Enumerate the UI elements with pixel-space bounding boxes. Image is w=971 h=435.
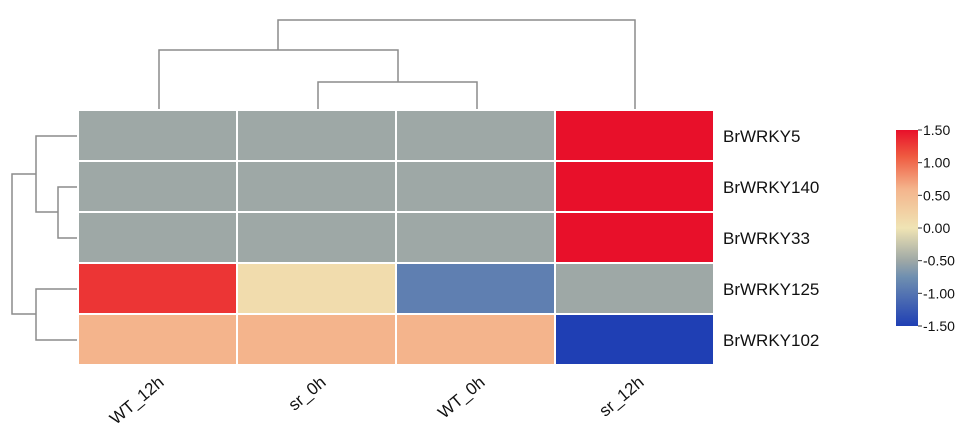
heatmap-cell-brwrky140-sr-12h: [554, 160, 715, 213]
heatmap-cell-brwrky33-sr-12h: [554, 211, 715, 264]
row-dendro-link-140-33: [57, 186, 78, 239]
color-scale-tick-label: 0.00: [923, 220, 950, 236]
heatmap-cell-brwrky102-wt-0h: [395, 313, 556, 366]
heatmap-cell-brwrky33-wt-12h: [77, 211, 238, 264]
heatmap-cell-brwrky140-sr-0h: [236, 160, 397, 213]
row-dendro-link-125-102: [35, 288, 78, 341]
col-label-wt-0h: WT_0h: [434, 373, 488, 423]
color-scale-tick-label: 1.50: [923, 122, 950, 138]
heatmap-cell-brwrky140-wt-12h: [77, 160, 238, 213]
heatmap-cell-brwrky5-sr-12h: [554, 109, 715, 162]
color-scale-tick-label: -1.00: [923, 285, 955, 301]
row-dendro-link-root: [11, 173, 36, 315]
heatmap-cell-brwrky33-sr-0h: [236, 211, 397, 264]
row-label-brwrky5: BrWRKY5: [723, 127, 800, 146]
heatmap-cell-brwrky5-wt-12h: [77, 109, 238, 162]
row-label-brwrky125: BrWRKY125: [723, 280, 819, 299]
row-label-brwrky102: BrWRKY102: [723, 331, 819, 350]
heatmap-cell-brwrky125-wt-12h: [77, 262, 238, 315]
color-scale-tick-label: -0.50: [923, 253, 955, 269]
column-dendrogram: [158, 19, 636, 110]
heatmap-cell-brwrky5-wt-0h: [395, 109, 556, 162]
heatmap-cell-brwrky5-sr-0h: [236, 109, 397, 162]
color-scale-tick-label: 1.00: [923, 155, 950, 171]
color-scale-tick-label: -1.50: [923, 318, 955, 334]
row-dendrogram: [11, 135, 78, 341]
heatmap-cell-brwrky125-wt-0h: [395, 262, 556, 315]
color-scale-ticks: 1.50 1.00 0.50 0.00 -0.50 -1.00 -1.50: [918, 122, 955, 334]
color-scale-legend: 1.50 1.00 0.50 0.00 -0.50 -1.00 -1.50: [896, 122, 955, 334]
color-scale-tick-label: 0.50: [923, 187, 950, 203]
row-label-brwrky140: BrWRKY140: [723, 178, 819, 197]
color-scale-bar: [896, 130, 918, 326]
row-labels: BrWRKY5 BrWRKY140 BrWRKY33 BrWRKY125 BrW…: [723, 127, 819, 350]
column-labels: WT_12h sr_0h WT_0h sr_12h: [106, 373, 647, 429]
heatmap-cell-brwrky125-sr-12h: [554, 262, 715, 315]
row-dendro-link-5-group: [35, 135, 78, 213]
col-label-sr-0h: sr_0h: [285, 373, 330, 415]
heatmap-cell-brwrky125-sr-0h: [236, 262, 397, 315]
row-label-brwrky33: BrWRKY33: [723, 229, 810, 248]
col-label-sr-12h: sr_12h: [596, 373, 648, 421]
col-label-wt-12h: WT_12h: [106, 373, 167, 429]
heatmap-cells: [77, 109, 715, 366]
col-dendro-link-sr0h-wt0h: [317, 81, 478, 110]
heatmap-cell-brwrky102-wt-12h: [77, 313, 238, 366]
col-dendro-link-wt12h-group: [158, 49, 399, 110]
heatmap-cell-brwrky140-wt-0h: [395, 160, 556, 213]
heatmap-cell-brwrky102-sr-0h: [236, 313, 397, 366]
heatmap-cell-brwrky102-sr-12h: [554, 313, 715, 366]
heatmap-cell-brwrky33-wt-0h: [395, 211, 556, 264]
col-dendro-link-root: [277, 19, 636, 110]
